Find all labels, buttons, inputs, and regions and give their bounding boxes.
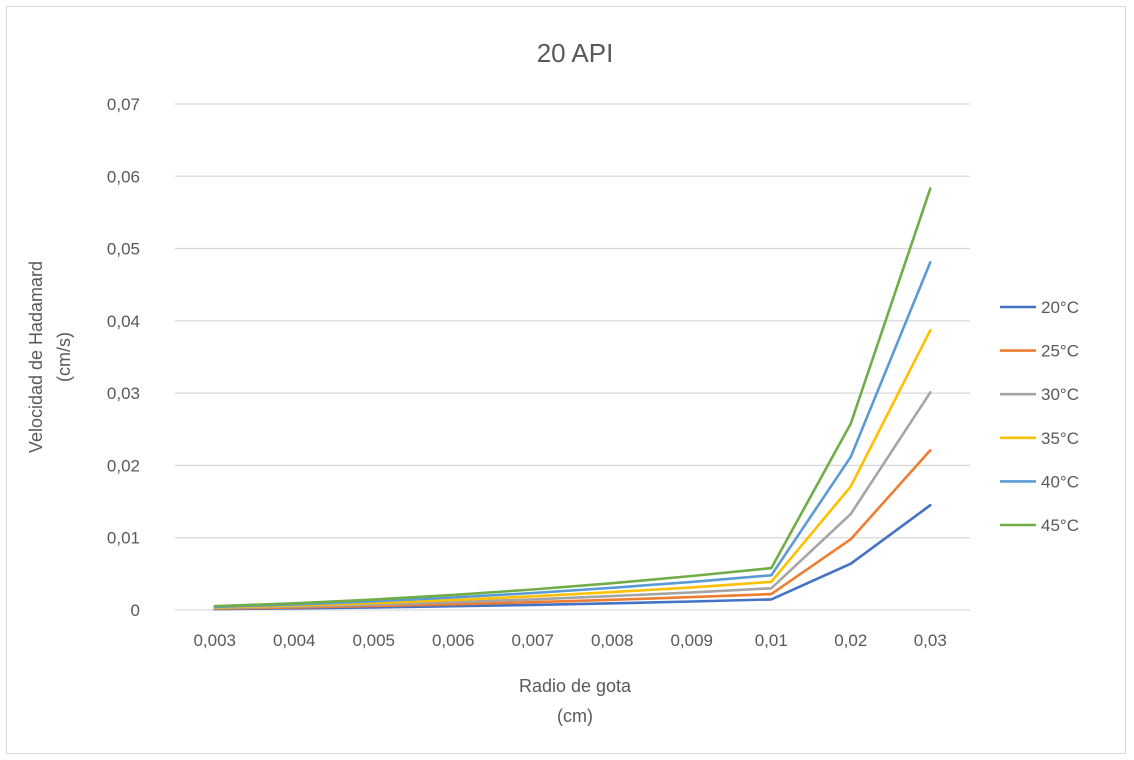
y-tick-label: 0,06 (107, 167, 140, 186)
x-tick-label: 0,005 (352, 631, 395, 650)
y-tick-label: 0,04 (107, 312, 140, 331)
x-tick-label: 0,02 (834, 631, 867, 650)
chart-frame (6, 6, 1126, 754)
x-axis-label-line-2: (cm) (557, 706, 593, 726)
x-tick-label: 0,01 (755, 631, 788, 650)
x-tick-label: 0,004 (273, 631, 316, 650)
legend-label: 40°C (1041, 472, 1079, 491)
legend-label: 35°C (1041, 429, 1079, 448)
series-line-5 (213, 187, 932, 608)
legend-label: 30°C (1041, 385, 1079, 404)
y-tick-label: 0,01 (107, 529, 140, 548)
y-tick-label: 0,05 (107, 240, 140, 259)
x-tick-label: 0,006 (432, 631, 475, 650)
y-tick-label: 0,07 (107, 95, 140, 114)
y-axis-label-line-1: Velocidad de Hadamard (26, 261, 46, 453)
x-axis-label-line-1: Radio de gota (519, 676, 632, 696)
y-axis-ticks: 0 0,01 0,02 0,03 0,04 0,05 0,06 0,07 (107, 95, 140, 620)
chart-title: 20 API (537, 38, 614, 68)
legend-label: 25°C (1041, 342, 1079, 361)
x-tick-label: 0,007 (511, 631, 554, 650)
series-lines (213, 187, 932, 611)
series-line-4 (213, 260, 932, 609)
series-line-3 (213, 328, 932, 609)
y-tick-label: 0,02 (107, 456, 140, 475)
y-tick-label: 0 (131, 601, 140, 620)
x-tick-label: 0,03 (914, 631, 947, 650)
gridlines (175, 103, 970, 611)
x-tick-label: 0,003 (193, 631, 236, 650)
x-tick-label: 0,009 (670, 631, 713, 650)
legend: 20°C 25°C 30°C 35°C 40°C 45°C (1000, 298, 1079, 535)
legend-label: 20°C (1041, 298, 1079, 317)
x-tick-label: 0,008 (591, 631, 634, 650)
x-axis-ticks: 0,003 0,004 0,005 0,006 0,007 0,008 0,009 0,01 0… (193, 631, 946, 650)
y-axis-label-line-2: (cm/s) (54, 332, 74, 382)
legend-label: 45°C (1041, 516, 1079, 535)
y-tick-label: 0,03 (107, 384, 140, 403)
